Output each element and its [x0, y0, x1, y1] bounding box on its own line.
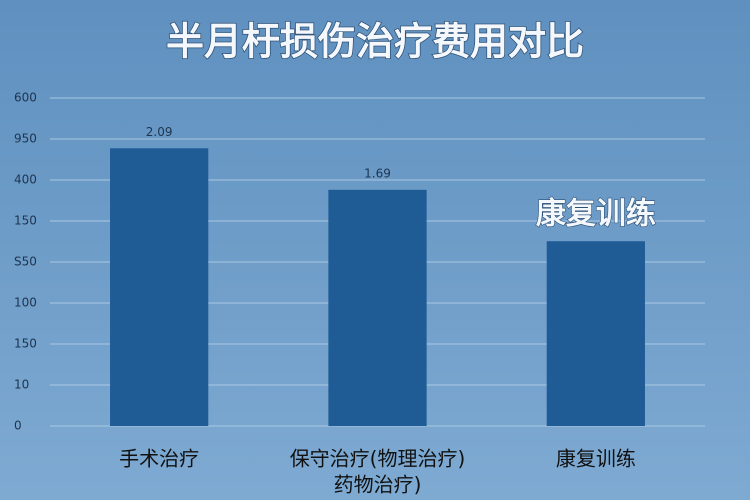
x-tick-label: 保守治疗(物理治疗)	[290, 447, 466, 471]
bar-label: 1.69	[364, 166, 391, 180]
bar-label: 2.09	[146, 125, 173, 139]
bar	[546, 241, 645, 426]
x-tick-label: 康复训练	[556, 447, 636, 471]
y-tick-label: 100	[14, 296, 37, 310]
chart-title: 半月杅损伤治疗费用对比	[166, 20, 584, 64]
y-tick-label: 950	[14, 132, 37, 146]
bar-label: 康复训练	[536, 197, 656, 232]
bar	[328, 189, 427, 426]
x-tick-label: 药物治疗)	[334, 473, 422, 497]
y-tick-label: 10	[14, 378, 29, 392]
y-tick-label: 400	[14, 173, 37, 187]
y-tick-label: 0	[14, 419, 22, 433]
x-tick-label: 手术治疗	[119, 447, 199, 471]
bar	[110, 148, 209, 426]
y-tick-label: 600	[14, 91, 37, 105]
y-tick-label: S50	[14, 255, 37, 269]
y-tick-label: 150	[14, 337, 37, 351]
y-tick-label: 150	[14, 214, 37, 228]
